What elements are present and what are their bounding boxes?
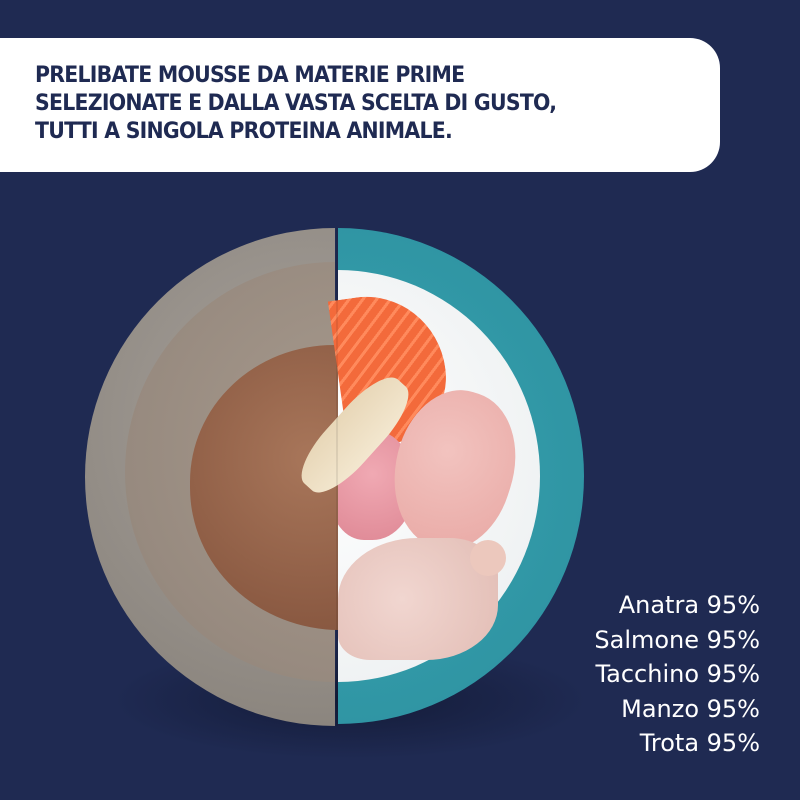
headline-banner [0,38,720,172]
headline: PRELIBATE MOUSSE DA MATERIE PRIME SELEZI… [35,62,557,146]
flavor-item: Anatra 95% [618,591,760,619]
flavor-item: Tacchino 95% [595,660,760,688]
headline-line: TUTTI A SINGOLA PROTEINA ANIMALE. [35,119,453,144]
headline-line: PRELIBATE MOUSSE DA MATERIE PRIME [35,63,465,88]
flavor-list: Anatra 95% Salmone 95% Tacchino 95% Manz… [594,588,760,761]
flavor-item: Salmone 95% [594,625,760,654]
leg-bone [470,540,506,576]
flavor-item: Manzo 95% [621,694,760,723]
flavor-item: Trota 95% [639,729,760,757]
split-line [336,228,338,726]
headline-line: SELEZIONATE E DALLA VASTA SCELTA DI GUST… [35,91,557,116]
